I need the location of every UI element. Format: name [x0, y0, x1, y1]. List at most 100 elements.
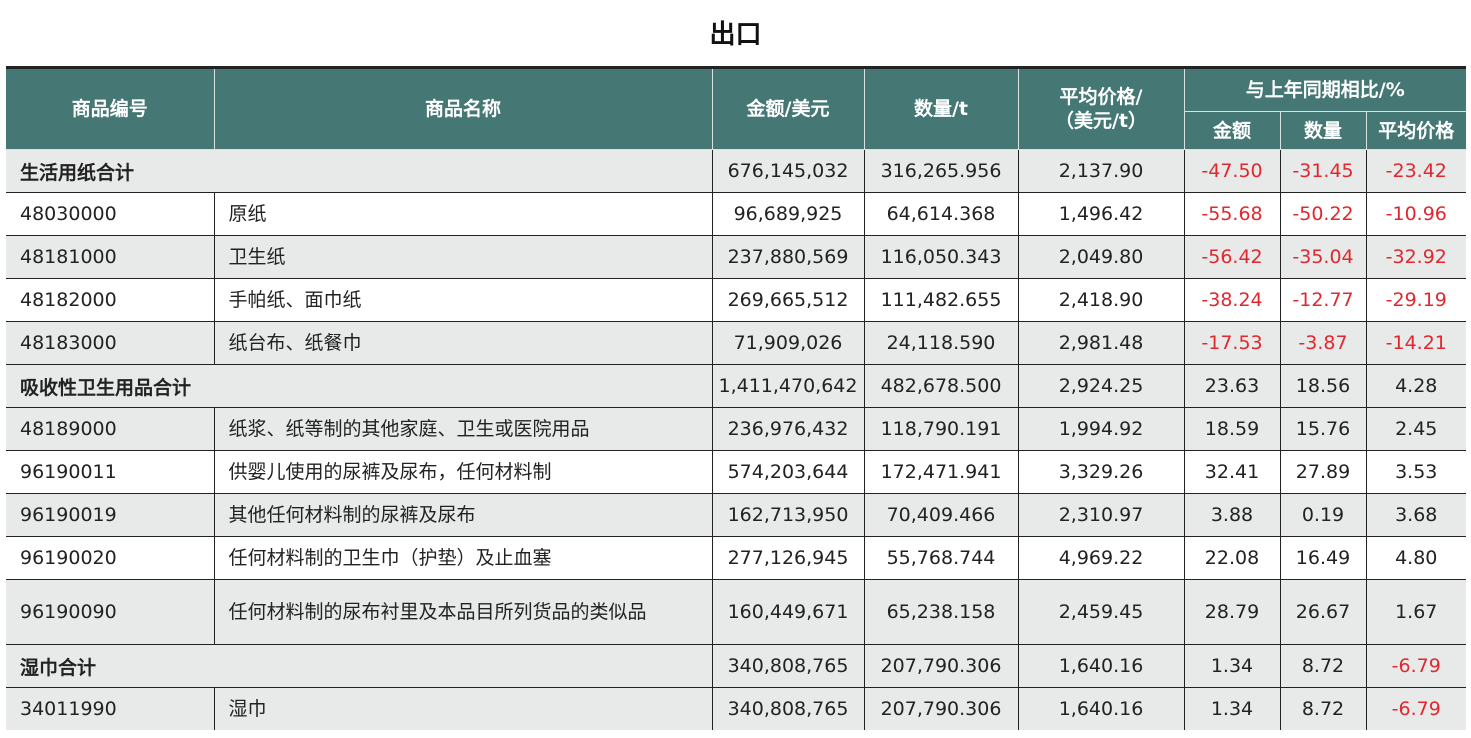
cell-yoy-avg-price: -6.79: [1366, 687, 1467, 730]
cell-yoy-amount: -56.42: [1184, 235, 1281, 279]
header-yoy-amount: 金额: [1184, 111, 1281, 150]
cell-amount: 160,449,671: [712, 579, 865, 645]
cell-yoy-quantity: -12.77: [1280, 278, 1367, 322]
cell-yoy-quantity: -3.87: [1280, 321, 1367, 365]
cell-name: 任何材料制的卫生巾（护垫）及止血塞: [214, 536, 713, 580]
cell-avg-price: 2,137.90: [1018, 149, 1185, 193]
cell-amount: 1,411,470,642: [712, 364, 865, 408]
table-row: 96190011 供婴儿使用的尿裤及尿布，任何材料制 574,203,644 172,…: [6, 450, 1467, 494]
cell-yoy-amount: -55.68: [1184, 192, 1281, 236]
table-row: 48181000 卫生纸 237,880,569 116,050.343 2,049.8…: [6, 235, 1467, 279]
header-code: 商品编号: [6, 67, 215, 150]
header-yoy-avg-price: 平均价格: [1366, 111, 1467, 150]
header-yoy-quantity: 数量: [1280, 111, 1367, 150]
cell-quantity: 65,238.158: [864, 579, 1019, 645]
cell-yoy-amount: -38.24: [1184, 278, 1281, 322]
cell-quantity: 24,118.590: [864, 321, 1019, 365]
cell-code: 96190011: [6, 450, 215, 494]
cell-code: 96190020: [6, 536, 215, 580]
cell-name: 湿巾: [214, 687, 713, 730]
cell-yoy-amount: 1.34: [1184, 687, 1281, 730]
cell-yoy-quantity: 8.72: [1280, 644, 1367, 688]
cell-yoy-avg-price: 1.67: [1366, 579, 1467, 645]
cell-avg-price: 4,969.22: [1018, 536, 1185, 580]
table-row: 96190019 其他任何材料制的尿裤及尿布 162,713,950 70,409.4…: [6, 493, 1467, 537]
header-name: 商品名称: [214, 67, 713, 150]
cell-avg-price: 1,640.16: [1018, 644, 1185, 688]
subtotal-label: 吸收性卫生用品合计: [6, 364, 713, 408]
cell-amount: 277,126,945: [712, 536, 865, 580]
table-row: 34011990 湿巾 340,808,765 207,790.306 1,640.16…: [6, 687, 1467, 730]
cell-yoy-quantity: 27.89: [1280, 450, 1367, 494]
cell-yoy-amount: 18.59: [1184, 407, 1281, 451]
cell-yoy-quantity: -35.04: [1280, 235, 1367, 279]
cell-yoy-amount: 22.08: [1184, 536, 1281, 580]
cell-yoy-quantity: -50.22: [1280, 192, 1367, 236]
cell-yoy-amount: -47.50: [1184, 149, 1281, 193]
cell-quantity: 316,265.956: [864, 149, 1019, 193]
cell-quantity: 64,614.368: [864, 192, 1019, 236]
cell-avg-price: 2,310.97: [1018, 493, 1185, 537]
cell-yoy-quantity: 0.19: [1280, 493, 1367, 537]
subtotal-row: 吸收性卫生用品合计 1,411,470,642 482,678.500 2,924.2…: [6, 364, 1467, 408]
cell-yoy-amount: -17.53: [1184, 321, 1281, 365]
table-row: 48030000 原纸 96,689,925 64,614.368 1,496.42 -5…: [6, 192, 1467, 236]
cell-amount: 340,808,765: [712, 644, 865, 688]
header-avg-price-line2: （美元/t）: [1054, 110, 1148, 132]
cell-yoy-avg-price: 2.45: [1366, 407, 1467, 451]
subtotal-label: 生活用纸合计: [6, 149, 713, 193]
cell-yoy-avg-price: -6.79: [1366, 644, 1467, 688]
cell-amount: 236,976,432: [712, 407, 865, 451]
cell-yoy-avg-price: 4.28: [1366, 364, 1467, 408]
cell-amount: 340,808,765: [712, 687, 865, 730]
cell-yoy-avg-price: -23.42: [1366, 149, 1467, 193]
cell-code: 48181000: [6, 235, 215, 279]
header-quantity: 数量/t: [864, 67, 1019, 150]
cell-quantity: 482,678.500: [864, 364, 1019, 408]
header-avg-price: 平均价格/ （美元/t）: [1018, 67, 1185, 150]
cell-avg-price: 2,981.48: [1018, 321, 1185, 365]
cell-name: 纸台布、纸餐巾: [214, 321, 713, 365]
cell-yoy-quantity: 8.72: [1280, 687, 1367, 730]
cell-avg-price: 1,994.92: [1018, 407, 1185, 451]
cell-amount: 71,909,026: [712, 321, 865, 365]
cell-amount: 676,145,032: [712, 149, 865, 193]
cell-yoy-avg-price: 4.80: [1366, 536, 1467, 580]
cell-yoy-avg-price: 3.68: [1366, 493, 1467, 537]
cell-yoy-quantity: -31.45: [1280, 149, 1367, 193]
cell-name: 手帕纸、面巾纸: [214, 278, 713, 322]
table-body: 生活用纸合计 676,145,032 316,265.956 2,137.90 -47.…: [6, 149, 1467, 730]
table-row: 48182000 手帕纸、面巾纸 269,665,512 111,482.655 2,4…: [6, 278, 1467, 322]
cell-quantity: 172,471.941: [864, 450, 1019, 494]
cell-amount: 574,203,644: [712, 450, 865, 494]
cell-name: 其他任何材料制的尿裤及尿布: [214, 493, 713, 537]
cell-yoy-quantity: 18.56: [1280, 364, 1367, 408]
cell-amount: 96,689,925: [712, 192, 865, 236]
table-row: 48189000 纸浆、纸等制的其他家庭、卫生或医院用品 236,976,432 11…: [6, 407, 1467, 451]
cell-code: 96190090: [6, 579, 215, 645]
header-avg-price-line1: 平均价格/: [1059, 86, 1143, 108]
cell-avg-price: 3,329.26: [1018, 450, 1185, 494]
cell-yoy-quantity: 15.76: [1280, 407, 1367, 451]
cell-quantity: 207,790.306: [864, 687, 1019, 730]
table-row: 96190090 任何材料制的尿布衬里及本品目所列货品的类似品 160,449,67…: [6, 579, 1467, 645]
cell-yoy-avg-price: 3.53: [1366, 450, 1467, 494]
cell-code: 48183000: [6, 321, 215, 365]
cell-avg-price: 2,418.90: [1018, 278, 1185, 322]
cell-quantity: 55,768.744: [864, 536, 1019, 580]
cell-yoy-amount: 3.88: [1184, 493, 1281, 537]
cell-quantity: 70,409.466: [864, 493, 1019, 537]
subtotal-row: 湿巾合计 340,808,765 207,790.306 1,640.16 1.34 8.…: [6, 644, 1467, 688]
cell-yoy-amount: 1.34: [1184, 644, 1281, 688]
table-row: 96190020 任何材料制的卫生巾（护垫）及止血塞 277,126,945 55,7…: [6, 536, 1467, 580]
cell-yoy-avg-price: -10.96: [1366, 192, 1467, 236]
cell-quantity: 207,790.306: [864, 644, 1019, 688]
subtotal-row: 生活用纸合计 676,145,032 316,265.956 2,137.90 -47.…: [6, 149, 1467, 193]
export-table: 商品编号 商品名称 金额/美元 数量/t 平均价格/ （美元/t） 与上年同期相…: [6, 66, 1467, 730]
cell-yoy-quantity: 26.67: [1280, 579, 1367, 645]
cell-quantity: 118,790.191: [864, 407, 1019, 451]
cell-avg-price: 1,640.16: [1018, 687, 1185, 730]
cell-code: 96190019: [6, 493, 215, 537]
table-row: 48183000 纸台布、纸餐巾 71,909,026 24,118.590 2,981…: [6, 321, 1467, 365]
cell-quantity: 116,050.343: [864, 235, 1019, 279]
